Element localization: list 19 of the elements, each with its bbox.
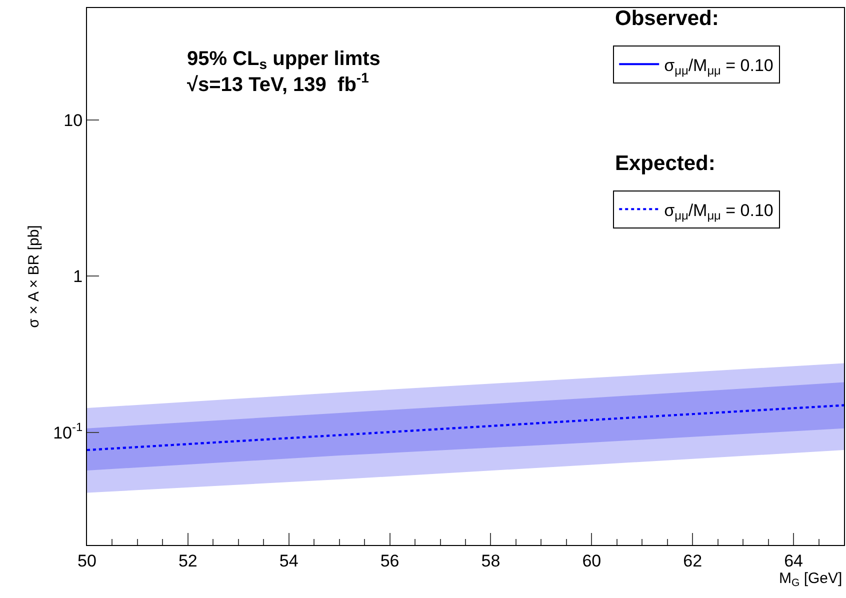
x-tick-label: 64 <box>784 551 803 570</box>
x-tick-label: 54 <box>279 551 298 570</box>
annotation: Expected: <box>615 152 716 175</box>
text: √s=13 TeV, 139 fb$^{-1}$ <box>187 70 370 96</box>
legend-label: σ$_{μμ}$/M$_{μμ}$ = 0.10 <box>664 200 774 222</box>
y-tick-label: 10$^{-1}$ <box>53 420 83 442</box>
x-tick-label: 62 <box>683 551 702 570</box>
y-tick-label: 1 <box>73 267 83 286</box>
annotation: Observed: <box>615 7 719 30</box>
x-tick-label: 56 <box>380 551 400 570</box>
x-tick-label: 52 <box>178 551 198 570</box>
x-tick-label: 50 <box>78 551 96 570</box>
y-tick-label: 10 <box>64 110 83 130</box>
x-axis-title: M$_{G}$ [GeV] <box>779 570 842 590</box>
x-tick-label: 60 <box>582 551 602 570</box>
legend-label: σ$_{μμ}$/M$_{μμ}$ = 0.10 <box>664 56 774 78</box>
text: 95% CL$_{s}$ upper limts <box>187 48 380 72</box>
x-tick-label: 58 <box>481 551 500 570</box>
y-axis-title: σ × A × BR [pb] <box>25 225 42 328</box>
